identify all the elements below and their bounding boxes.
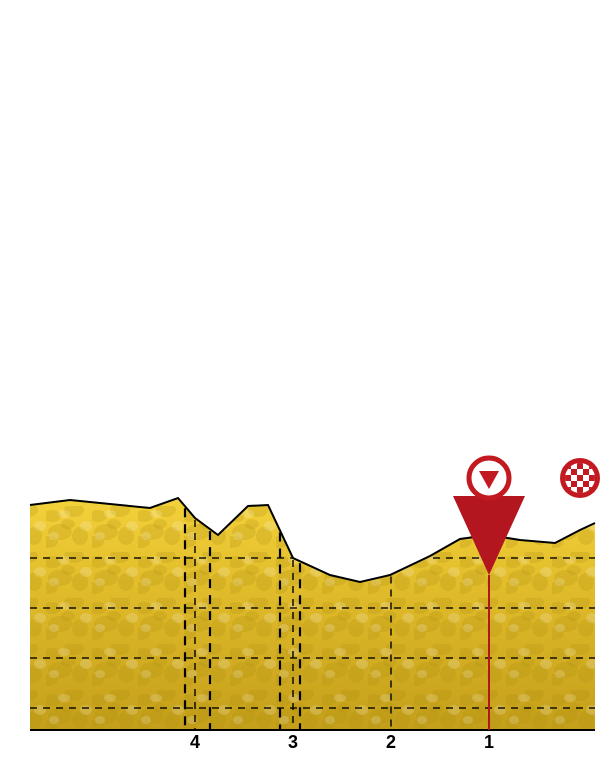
km-label: 2 [386, 732, 396, 752]
km-label: 1 [484, 732, 494, 752]
km-label: 4 [190, 732, 200, 752]
elevation-profile-chart: 4 3 2 1 [0, 0, 600, 766]
km-label: 3 [288, 732, 298, 752]
